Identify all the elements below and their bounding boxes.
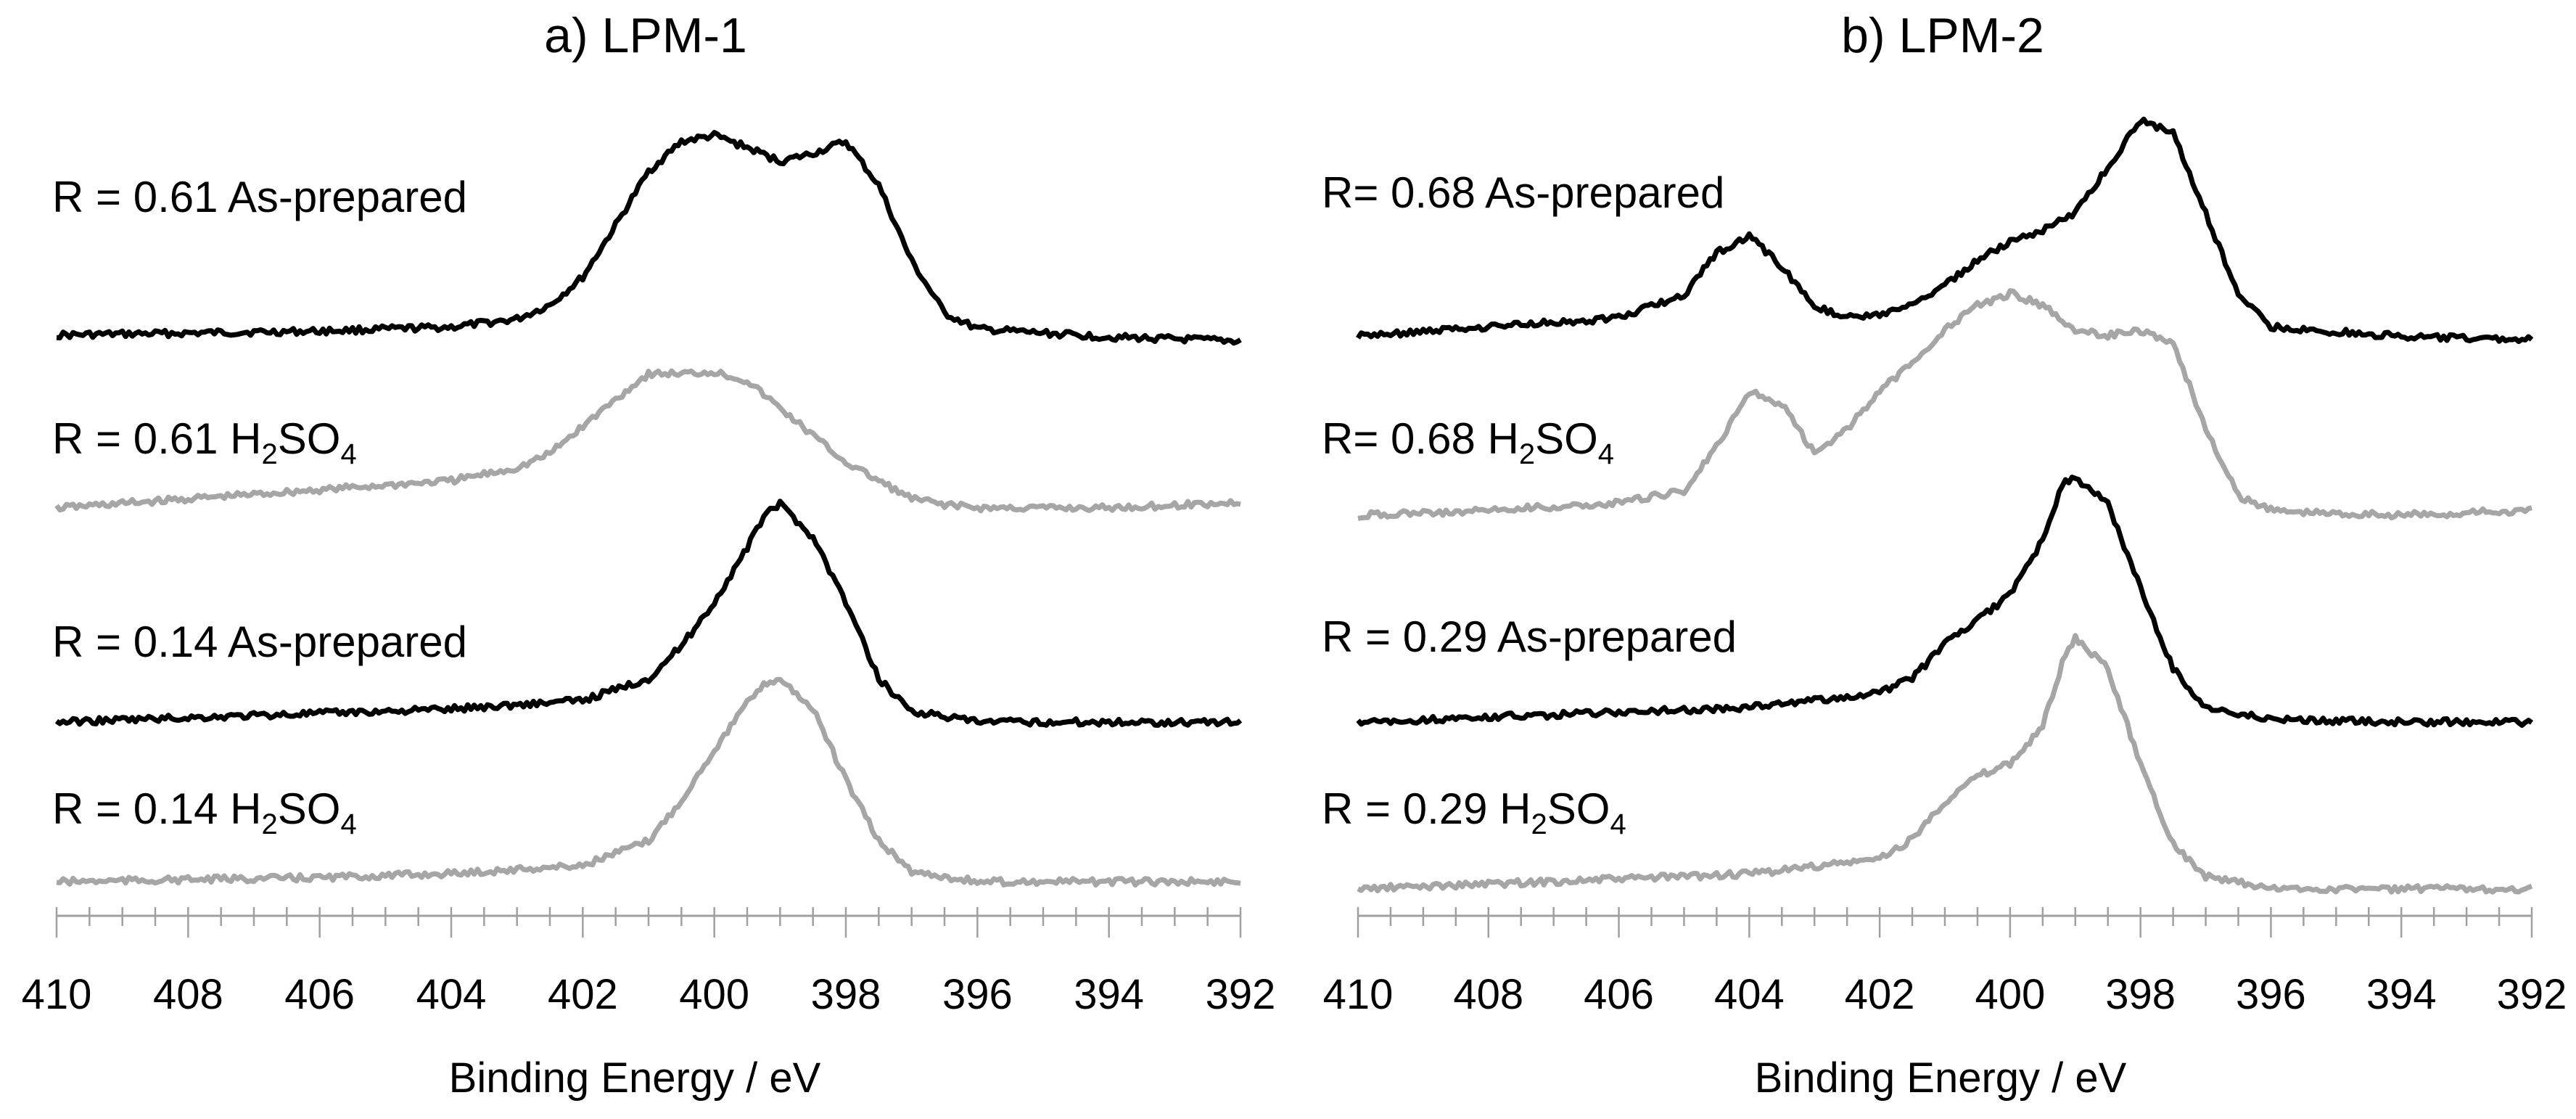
- x-tick-label: 408: [1453, 971, 1523, 1018]
- x-axis: 410 408 406 404 402 400 398 396 394 392: [22, 907, 1276, 1018]
- spectrum-line: [54, 368, 1241, 514]
- x-tick-label: 410: [1323, 971, 1394, 1018]
- x-tick-label: 406: [284, 971, 355, 1018]
- spectrum-line: [56, 130, 1242, 346]
- trace-label: R = 0.61 As-prepared: [52, 173, 467, 221]
- spectrum-line: [1357, 633, 2533, 895]
- label-text: R= 0.68 H: [1322, 414, 1519, 463]
- x-axis-title: Binding Energy / eV: [1755, 1054, 2127, 1102]
- spectrum-line: [54, 499, 1243, 728]
- x-tick-label: 406: [1584, 971, 1654, 1018]
- trace-label: R= 0.68 As-prepared: [1322, 168, 1724, 217]
- x-tick-label: 400: [679, 971, 749, 1018]
- label-text: R = 0.14 As-prepared: [52, 618, 467, 666]
- x-tick-label: 398: [811, 971, 881, 1018]
- label-text: R = 0.29 As-prepared: [1322, 612, 1737, 661]
- label-subscript: 2: [1519, 438, 1535, 470]
- x-tick-label: 392: [1206, 971, 1276, 1018]
- x-tick-label: 402: [548, 971, 618, 1018]
- trace-label: R = 0.14 As-prepared: [52, 618, 467, 666]
- label-text: R = 0.61 H: [52, 414, 262, 463]
- panel-title: a) LPM-1: [544, 8, 747, 63]
- traces-group: [1356, 116, 2534, 895]
- x-tick-label: 394: [1074, 971, 1144, 1018]
- label-text: R = 0.14 H: [52, 784, 262, 833]
- x-tick-label: 404: [416, 971, 487, 1018]
- label-text: R = 0.29 H: [1322, 784, 1531, 833]
- trace-label: R = 0.14 H2SO4: [52, 784, 357, 840]
- x-tick-label: 400: [1975, 971, 2045, 1018]
- x-axis-title: Binding Energy / eV: [449, 1054, 821, 1102]
- label-subscript: 4: [1610, 808, 1626, 840]
- label-subscript: 4: [340, 438, 356, 470]
- label-text: SO: [1547, 784, 1610, 833]
- panel-title: b) LPM-2: [1841, 8, 2044, 63]
- spectrum-line: [1357, 288, 2532, 521]
- spectrum-line: [56, 676, 1241, 888]
- label-subscript: 2: [262, 808, 278, 840]
- trace-label: R= 0.68 H2SO4: [1322, 414, 1614, 470]
- trace-label: R = 0.29 H2SO4: [1322, 784, 1626, 840]
- label-subscript: 2: [262, 438, 278, 470]
- spectrum-line: [1356, 116, 2534, 345]
- x-tick-label: 394: [2366, 971, 2437, 1018]
- label-text: SO: [278, 784, 341, 833]
- trace-label: R = 0.61 H2SO4: [52, 414, 357, 470]
- label-text: SO: [1535, 414, 1598, 463]
- x-tick-label: 404: [1714, 971, 1785, 1018]
- x-tick-label: 392: [2497, 971, 2567, 1018]
- traces-group: [54, 130, 1243, 888]
- trace-label: R = 0.29 As-prepared: [1322, 612, 1737, 661]
- label-subscript: 4: [340, 808, 356, 840]
- x-tick-label: 398: [2105, 971, 2176, 1018]
- label-subscript: 4: [1598, 438, 1614, 470]
- spectrum-line: [1356, 475, 2534, 728]
- label-text: R = 0.61 As-prepared: [52, 173, 467, 221]
- x-tick-label: 410: [22, 971, 92, 1018]
- x-tick-label: 402: [1845, 971, 1915, 1018]
- label-subscript: 2: [1531, 808, 1547, 840]
- label-text: R= 0.68 As-prepared: [1322, 168, 1724, 217]
- x-tick-label: 408: [153, 971, 223, 1018]
- x-tick-label: 396: [2236, 971, 2306, 1018]
- x-tick-label: 396: [942, 971, 1013, 1018]
- label-text: SO: [278, 414, 341, 463]
- x-axis: 410 408 406 404 402 400 398 396 394 392: [1323, 907, 2567, 1018]
